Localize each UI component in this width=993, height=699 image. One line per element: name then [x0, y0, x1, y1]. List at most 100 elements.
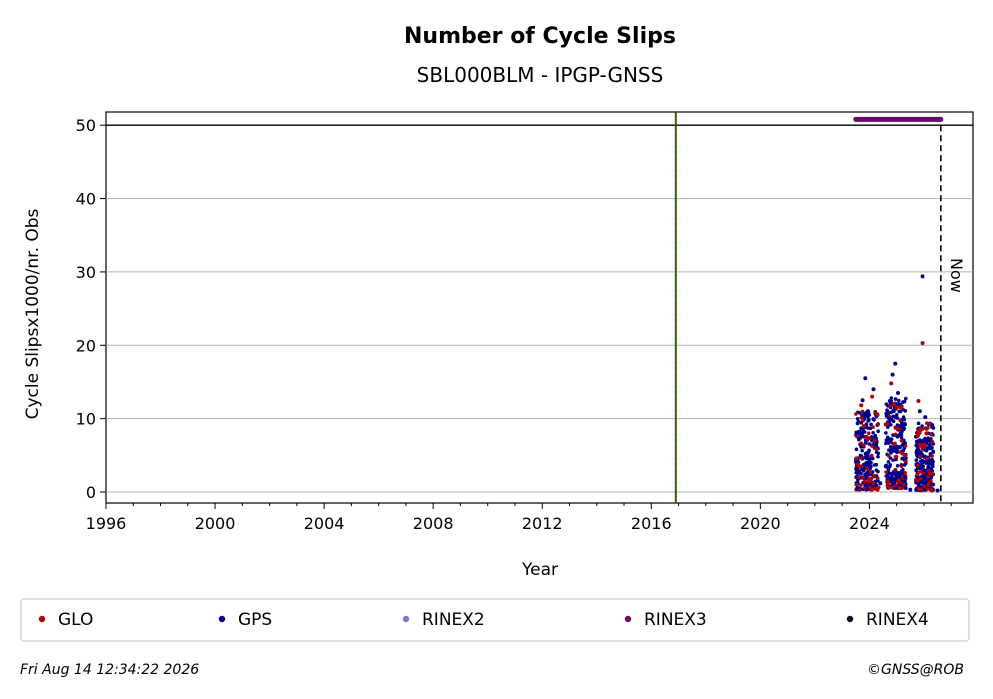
y-tick-label: 40 [76, 190, 96, 209]
plot-area [105, 111, 974, 504]
data-point [900, 469, 904, 474]
data-point [888, 403, 892, 408]
data-point [867, 448, 871, 453]
legend-label-rinex4: RINEX4 [866, 610, 929, 630]
data-point [869, 453, 874, 458]
data-point [928, 458, 932, 463]
data-point [876, 422, 881, 427]
data-point [874, 468, 879, 472]
data-point [862, 479, 867, 484]
data-point [862, 430, 867, 434]
legend: GLO GPS RINEX2 RINEX3 RINEX4 [38, 610, 929, 630]
data-point-gps [860, 398, 865, 403]
data-point [886, 480, 891, 485]
marks-layer: Now [106, 112, 973, 503]
data-point-glo [861, 423, 866, 428]
data-point-gps [893, 361, 898, 366]
data-point [891, 442, 895, 446]
data-point [898, 418, 902, 423]
data-point [926, 469, 931, 473]
data-point [900, 456, 905, 461]
data-point [928, 487, 933, 492]
now-label: Now [947, 258, 966, 293]
data-point-gps [923, 415, 928, 420]
data-point [859, 464, 864, 468]
data-point-gps [896, 390, 901, 395]
data-point-gps [930, 482, 935, 487]
data-point-gps [926, 445, 931, 450]
legend-label-glo: GLO [58, 610, 93, 630]
data-point-glo [920, 341, 925, 346]
data-point [876, 485, 881, 490]
data-point-glo [902, 453, 907, 458]
data-point [899, 438, 904, 443]
data-point [863, 472, 867, 477]
data-point [891, 458, 895, 462]
data-point [873, 486, 878, 490]
data-point [923, 471, 928, 476]
data-point [903, 444, 908, 448]
y-tick-label: 50 [76, 116, 96, 135]
data-point-gps [890, 372, 895, 377]
data-point-gps [855, 486, 860, 491]
data-point-gps [857, 431, 862, 436]
data-point [889, 396, 894, 400]
data-point [918, 438, 922, 442]
y-tick-label: 0 [86, 483, 96, 502]
data-point [891, 414, 896, 419]
data-point [871, 481, 876, 486]
data-point [896, 398, 901, 403]
data-point [889, 476, 894, 481]
data-point [862, 486, 867, 490]
data-point [884, 402, 889, 406]
data-point [926, 474, 931, 479]
data-point [866, 431, 871, 436]
data-point-glo [924, 431, 929, 436]
data-point [894, 413, 899, 417]
x-tick-label: 2004 [304, 514, 345, 533]
legend-label-rinex2: RINEX2 [422, 610, 485, 630]
data-point [869, 472, 874, 477]
data-point-gps [866, 409, 871, 414]
data-point [893, 432, 898, 437]
data-point [916, 470, 921, 475]
data-point-glo [891, 401, 896, 406]
data-point [888, 445, 893, 449]
data-point [917, 442, 922, 447]
data-point [894, 444, 899, 449]
data-point [914, 458, 919, 462]
data-point [868, 485, 872, 489]
data-point [900, 443, 905, 447]
data-point [867, 442, 872, 446]
x-tick-label: 2020 [740, 514, 781, 533]
data-point [925, 456, 930, 461]
data-point [861, 475, 865, 480]
legend-marker-rinex4 [846, 615, 854, 623]
data-point [861, 469, 866, 473]
data-point [925, 487, 930, 491]
data-point [895, 423, 900, 427]
legend-marker-rinex3 [624, 615, 632, 623]
data-point [855, 416, 860, 421]
data-point [903, 421, 907, 426]
x-tick-label: 2024 [849, 514, 890, 533]
data-point [854, 412, 858, 416]
data-point [897, 409, 901, 414]
data-point [920, 447, 925, 451]
data-point [856, 469, 861, 474]
data-point [886, 454, 891, 458]
data-point [899, 481, 903, 485]
data-point [931, 450, 935, 454]
data-point [895, 480, 900, 484]
data-point [886, 460, 891, 464]
data-point [884, 411, 888, 416]
data-point [854, 456, 859, 461]
data-point [918, 454, 922, 458]
y-tick-label: 20 [76, 336, 96, 355]
data-point [930, 454, 934, 458]
data-point-gps [935, 488, 940, 493]
data-point [918, 464, 923, 468]
data-point [887, 464, 892, 469]
data-point [873, 438, 877, 443]
data-point [890, 485, 894, 490]
